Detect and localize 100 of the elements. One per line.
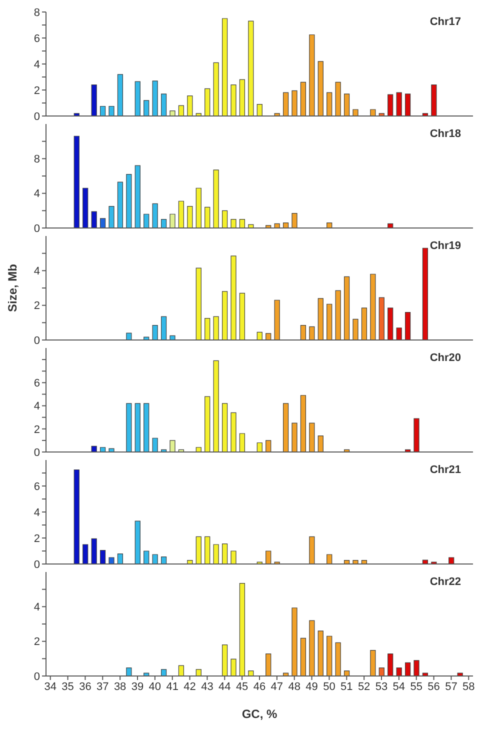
bar — [309, 422, 315, 452]
bar — [326, 222, 332, 228]
y-tick-label: 2 — [34, 532, 40, 545]
bar — [134, 165, 140, 228]
bar — [82, 188, 88, 228]
chart-title: Chr21 — [430, 464, 461, 476]
x-tick-label: 48 — [288, 680, 300, 693]
y-tick-label: 6 — [34, 480, 40, 493]
y-tick-label: 0 — [34, 110, 40, 123]
bar — [108, 448, 114, 452]
bar — [292, 422, 298, 452]
bar — [396, 668, 402, 676]
bar — [160, 94, 167, 116]
bar — [196, 536, 202, 564]
bar — [178, 200, 184, 228]
x-tick-label: 51 — [340, 680, 353, 693]
bar — [204, 88, 210, 116]
x-tick-label: 49 — [306, 680, 318, 693]
bar — [230, 219, 236, 228]
bar — [126, 403, 132, 452]
bar — [361, 308, 368, 340]
bar — [126, 332, 132, 340]
x-tick-label: 39 — [131, 680, 144, 693]
bar — [82, 544, 88, 564]
x-tick-label: 54 — [392, 680, 406, 693]
bar — [222, 210, 228, 228]
bar — [326, 304, 332, 340]
bar — [282, 222, 289, 228]
x-tick-label: 47 — [270, 680, 284, 693]
bar — [388, 308, 394, 340]
bar — [213, 62, 219, 116]
bar — [91, 84, 97, 116]
bar — [152, 438, 158, 452]
bar — [352, 560, 358, 564]
x-tick-label: 38 — [114, 680, 126, 693]
bar — [326, 636, 332, 676]
bar — [266, 333, 272, 340]
bar — [396, 92, 402, 116]
bar — [230, 658, 236, 676]
y-tick-label: 0 — [34, 334, 40, 347]
bar — [134, 520, 140, 564]
chart-title: Chr20 — [430, 352, 461, 364]
bar — [378, 668, 384, 676]
bar — [222, 403, 228, 452]
bar — [422, 248, 428, 340]
x-tick-label: 43 — [201, 680, 214, 693]
y-tick-label: 6 — [34, 32, 40, 45]
bar — [344, 276, 350, 340]
bar — [170, 440, 176, 452]
bar — [100, 550, 106, 564]
bar — [352, 318, 358, 340]
bar — [335, 82, 341, 116]
bar — [100, 106, 106, 116]
y-axis-title: Size, Mb — [5, 264, 20, 312]
y-tick-label: 0 — [34, 222, 40, 235]
bar — [239, 219, 246, 228]
bar — [239, 292, 246, 340]
bar — [422, 672, 428, 676]
bar — [300, 395, 306, 452]
bar — [248, 224, 254, 228]
bar — [196, 188, 202, 228]
bar — [100, 447, 106, 452]
bar — [91, 446, 97, 452]
bar — [144, 550, 150, 564]
bar — [309, 620, 315, 676]
bar — [160, 669, 167, 676]
bar — [318, 298, 324, 340]
bar — [213, 544, 219, 564]
bar — [370, 274, 376, 340]
y-tick-label: 0 — [34, 558, 40, 571]
x-tick-label: 35 — [62, 680, 74, 693]
bar — [196, 669, 202, 676]
bar — [292, 608, 298, 676]
bar — [292, 90, 298, 116]
bar — [213, 360, 219, 452]
bar — [256, 332, 262, 340]
bar — [187, 96, 193, 116]
bar — [117, 182, 124, 228]
bar — [292, 212, 298, 228]
bar — [335, 642, 341, 676]
bar — [344, 94, 350, 116]
x-tick-label: 55 — [410, 680, 422, 693]
y-tick-label: 8 — [34, 154, 40, 166]
bar — [388, 654, 394, 676]
x-tick-label: 41 — [166, 680, 178, 693]
bar — [370, 109, 376, 116]
x-tick-label: 45 — [236, 680, 248, 693]
bar — [204, 396, 210, 452]
y-tick-label: 4 — [34, 602, 40, 614]
bar — [457, 672, 463, 676]
bar — [160, 556, 167, 564]
bar — [126, 668, 132, 676]
bar — [266, 550, 272, 564]
chart-title: Chr17 — [430, 16, 461, 28]
bar — [230, 412, 236, 452]
chart-title: Chr18 — [430, 128, 461, 140]
bar — [309, 326, 315, 340]
bar — [230, 550, 236, 564]
bar — [282, 672, 289, 676]
y-tick-label: 2 — [34, 300, 40, 312]
